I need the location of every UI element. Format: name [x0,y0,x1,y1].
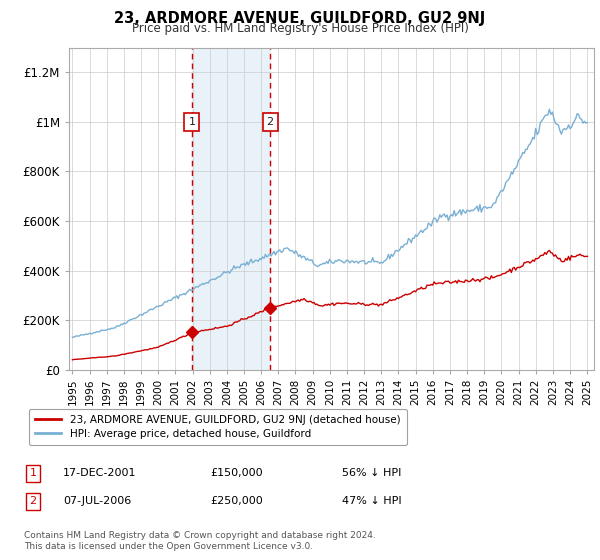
Text: 23, ARDMORE AVENUE, GUILDFORD, GU2 9NJ: 23, ARDMORE AVENUE, GUILDFORD, GU2 9NJ [115,11,485,26]
Text: 47% ↓ HPI: 47% ↓ HPI [342,496,401,506]
Text: 17-DEC-2001: 17-DEC-2001 [63,468,137,478]
Text: This data is licensed under the Open Government Licence v3.0.: This data is licensed under the Open Gov… [24,542,313,551]
Text: 1: 1 [188,117,196,127]
Text: £150,000: £150,000 [210,468,263,478]
Text: 07-JUL-2006: 07-JUL-2006 [63,496,131,506]
Text: 2: 2 [266,117,274,127]
Text: Contains HM Land Registry data © Crown copyright and database right 2024.: Contains HM Land Registry data © Crown c… [24,531,376,540]
Legend: 23, ARDMORE AVENUE, GUILDFORD, GU2 9NJ (detached house), HPI: Average price, det: 23, ARDMORE AVENUE, GUILDFORD, GU2 9NJ (… [29,409,407,445]
Bar [192,48,270,370]
Text: 56% ↓ HPI: 56% ↓ HPI [342,468,401,478]
Text: 1: 1 [29,468,37,478]
Text: £250,000: £250,000 [210,496,263,506]
Text: 2: 2 [29,496,37,506]
Text: Price paid vs. HM Land Registry's House Price Index (HPI): Price paid vs. HM Land Registry's House … [131,22,469,35]
